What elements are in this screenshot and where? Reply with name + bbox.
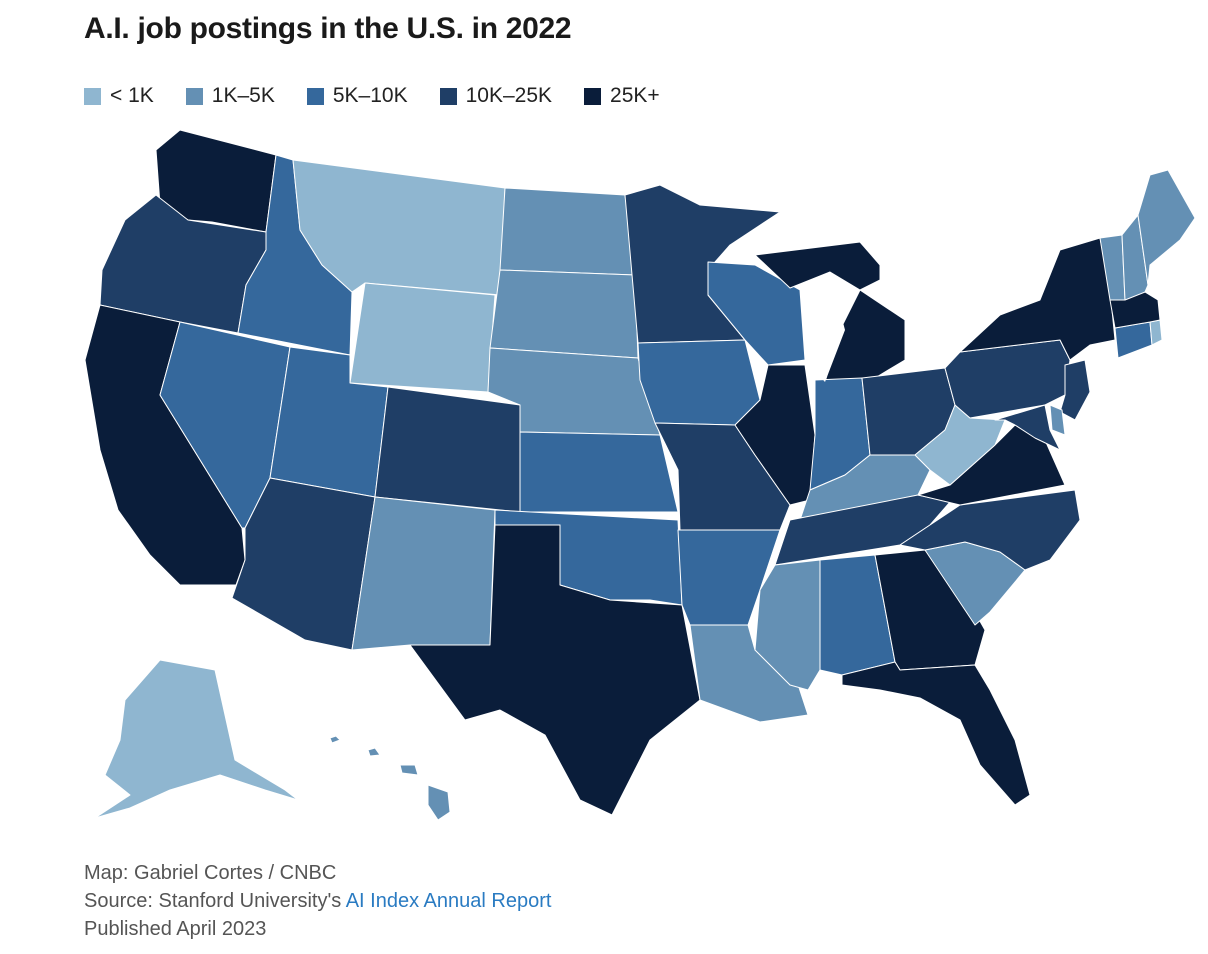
legend-item-5k-10k: 5K–10K — [306, 84, 408, 108]
legend-item-lt1k: < 1K — [84, 84, 154, 108]
legend-item-1k-5k: 1K–5K — [185, 84, 275, 108]
state-ny[interactable] — [959, 237, 1116, 361]
legend-label-10k-25k: 10K–25K — [465, 84, 553, 107]
state-nj[interactable] — [1059, 359, 1091, 421]
state-nd[interactable] — [499, 187, 636, 276]
published-date: Published April 2023 — [84, 918, 267, 940]
state-mi[interactable] — [754, 241, 906, 383]
legend-label-25k-plus: 25K+ — [610, 84, 660, 107]
state-ak[interactable] — [94, 659, 299, 819]
state-de[interactable] — [1049, 404, 1066, 436]
legend-label-1k-5k: 1K–5K — [211, 84, 275, 107]
state-wy[interactable] — [349, 282, 496, 393]
map-svg — [84, 129, 1196, 821]
source-prefix: Source: Stanford University's — [84, 890, 346, 912]
state-nm[interactable] — [351, 496, 496, 651]
state-wi[interactable] — [707, 261, 806, 366]
legend-swatch-lt1k — [84, 87, 101, 105]
legend-item-25k-plus: 25K+ — [584, 84, 660, 108]
state-ia[interactable] — [637, 339, 761, 426]
state-fl[interactable] — [841, 661, 1031, 806]
state-ks[interactable] — [519, 431, 679, 513]
source-link[interactable]: AI Index Annual Report — [345, 890, 552, 912]
legend-item-10k-25k: 10K–25K — [439, 84, 553, 108]
state-me[interactable] — [1137, 169, 1196, 286]
state-md[interactable] — [994, 404, 1061, 451]
legend-swatch-25k-plus — [584, 87, 602, 105]
map-title: A.I. job postings in the U.S. in 2022 — [84, 12, 572, 45]
footer: Map: Gabriel Cortes / CNBC Source: Stanf… — [84, 859, 551, 943]
legend-swatch-10k-25k — [439, 87, 457, 105]
state-hi[interactable] — [329, 735, 451, 821]
source-line: Source: Stanford University's AI Index A… — [84, 887, 551, 915]
map-credit: Map: Gabriel Cortes / CNBC — [84, 862, 337, 884]
state-il[interactable] — [734, 364, 816, 506]
state-ri[interactable] — [1149, 319, 1163, 346]
lake-michigan — [805, 272, 845, 382]
state-co[interactable] — [374, 386, 521, 513]
legend-label-lt1k: < 1K — [110, 84, 154, 107]
legend-swatch-1k-5k — [185, 87, 203, 105]
state-sd[interactable] — [489, 269, 639, 359]
state-tx[interactable] — [409, 524, 701, 816]
state-nc[interactable] — [899, 489, 1081, 571]
legend-label-5k-10k: 5K–10K — [332, 84, 408, 107]
legend: < 1K 1K–5K 5K–10K 10K–25K 25K+ — [84, 84, 692, 108]
legend-swatch-5k-10k — [306, 87, 324, 105]
us-choropleth-map — [0, 120, 1208, 840]
state-nh[interactable] — [1121, 214, 1149, 301]
